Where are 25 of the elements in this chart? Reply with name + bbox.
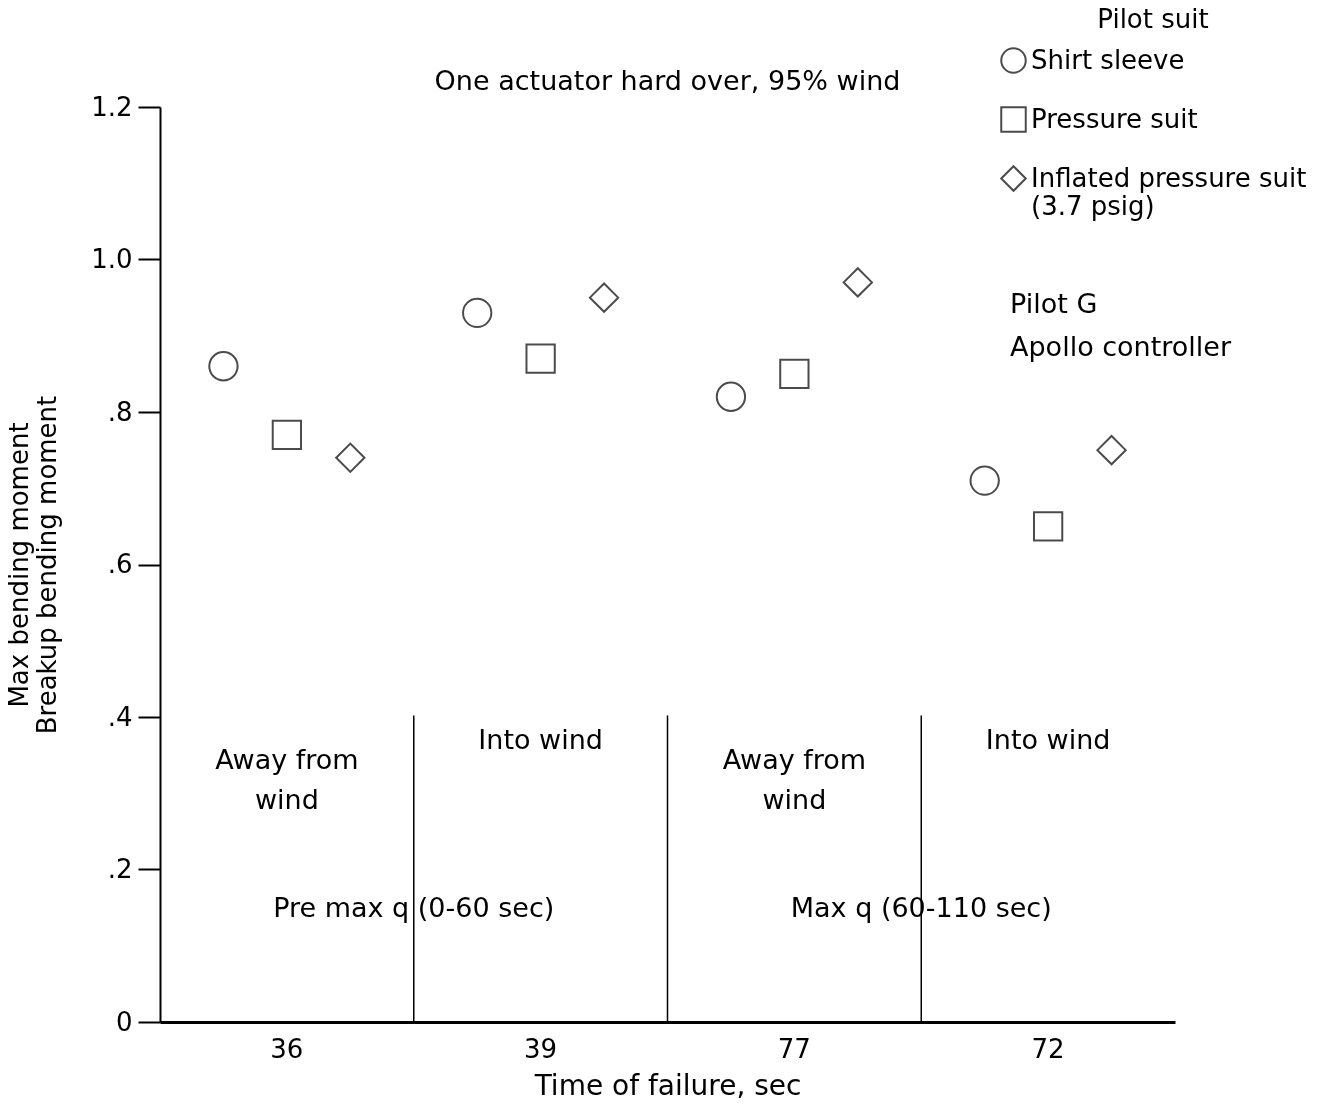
y-tick-label: .6 xyxy=(107,549,133,579)
x-axis-title: Time of failure, sec xyxy=(533,1068,802,1102)
x-tick-label: 36 xyxy=(270,1033,304,1064)
chart-title: One actuator hard over, 95% wind xyxy=(434,65,901,96)
annotation: Pilot G xyxy=(1010,288,1098,319)
y-tick-label: 0 xyxy=(115,1006,133,1037)
y-tick-label: 1.2 xyxy=(91,91,133,122)
annotation: Away from wind xyxy=(722,744,867,816)
annotation: Apollo controller xyxy=(1010,331,1232,362)
annotation: Away from wind xyxy=(215,744,359,816)
x-tick-label: 72 xyxy=(1031,1033,1065,1064)
annotation: Into wind xyxy=(478,724,603,756)
y-axis-title: Max bending moment Breakup bending moment xyxy=(4,395,63,735)
y-tick-label: .2 xyxy=(107,854,133,884)
legend-label: Pressure suit xyxy=(1031,103,1198,134)
annotation: Pre max q (0-60 sec) xyxy=(273,892,555,924)
y-tick-label: .4 xyxy=(107,701,133,732)
annotation: Into wind xyxy=(985,724,1111,756)
x-tick-label: 77 xyxy=(777,1033,811,1064)
x-tick-label: 39 xyxy=(524,1033,558,1064)
y-tick-label: 1.0 xyxy=(91,244,133,274)
y-tick-label: .8 xyxy=(107,396,133,427)
legend-label: Shirt sleeve xyxy=(1031,44,1185,75)
legend-label: Inflated pressure suit (3.7 psig) xyxy=(1031,162,1307,221)
legend-title: Pilot suit xyxy=(1097,4,1209,34)
